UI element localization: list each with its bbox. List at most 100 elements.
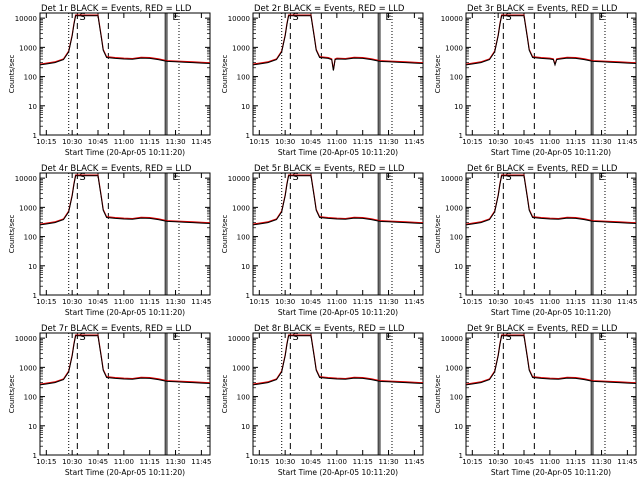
x-tick-label: 11:30 [591, 458, 611, 466]
x-tick-label: 10:15 [462, 298, 482, 306]
x-tick-label: 10:30 [488, 138, 508, 146]
x-tick-label: 11:15 [353, 458, 373, 466]
light-curve-plot: 1 10 100 1000 10000 10:15 10:30 10:45 11:00 11:15… [8, 324, 211, 477]
events-series-line [40, 175, 210, 226]
x-axis-label: Start Time (20-Apr-05 10:11:20) [65, 308, 185, 317]
panel-title: Det 3r BLACK = Events, RED = LLD [467, 4, 618, 14]
y-tick-label: 1 [459, 452, 463, 460]
y-axis-label: Counts/sec [8, 215, 16, 254]
x-tick-label: 10:15 [249, 298, 269, 306]
plot-frame [39, 12, 211, 136]
x-tick-label: 10:30 [275, 138, 295, 146]
detector-panel: 1 10 100 1000 10000 10:15 10:30 10:45 11:00 11:15… [0, 320, 213, 480]
y-tick-label: 10000 [15, 15, 37, 23]
y-tick-label: 1 [33, 292, 37, 300]
x-tick-label: 11:00 [540, 138, 560, 146]
y-axis-label: Counts/sec [221, 215, 229, 254]
interval-marker-label: E [172, 12, 178, 23]
y-tick-label: 10 [241, 423, 250, 431]
y-axis-label: Counts/sec [8, 375, 16, 414]
interval-marker-label: S [292, 172, 298, 183]
interval-marker-label: S [79, 172, 85, 183]
y-axis-label: Counts/sec [8, 55, 16, 94]
x-tick-label: 11:30 [378, 138, 398, 146]
y-tick-label: 10 [241, 263, 250, 271]
x-tick-label: 11:45 [191, 458, 211, 466]
x-tick-label: 11:45 [404, 298, 424, 306]
x-tick-label: 10:45 [301, 458, 321, 466]
x-tick-label: 11:00 [114, 298, 134, 306]
interval-marker-label: S [292, 12, 298, 23]
events-series-line [40, 335, 210, 386]
events-series-line [253, 175, 423, 226]
y-tick-label: 100 [450, 394, 463, 402]
events-series-line [253, 15, 423, 71]
x-axis-label: Start Time (20-Apr-05 10:11:20) [491, 308, 611, 317]
x-tick-label: 11:15 [353, 298, 373, 306]
detector-panel: 1 10 100 1000 10000 10:15 10:30 10:45 11:00 11:15… [426, 320, 639, 480]
detector-panel: 1 10 100 1000 10000 10:15 10:30 10:45 11:00 11:15… [0, 160, 213, 320]
x-tick-label: 11:00 [327, 458, 347, 466]
interval-marker-label: S [79, 12, 85, 23]
x-tick-label: 11:00 [327, 138, 347, 146]
y-tick-label: 100 [237, 74, 250, 82]
y-axis-label: Counts/sec [434, 375, 442, 414]
plot-frame [465, 12, 637, 136]
x-tick-label: 11:00 [540, 458, 560, 466]
detector-panel: 1 10 100 1000 10000 10:15 10:30 10:45 11:00 11:15… [426, 0, 639, 160]
y-tick-label: 100 [24, 394, 37, 402]
x-tick-label: 10:30 [275, 458, 295, 466]
y-tick-label: 1000 [445, 204, 463, 212]
interval-marker-label: E [385, 332, 391, 343]
y-tick-label: 1 [33, 132, 37, 140]
x-tick-label: 11:30 [591, 298, 611, 306]
panel-title: Det 5r BLACK = Events, RED = LLD [254, 164, 405, 174]
x-tick-label: 10:45 [88, 458, 108, 466]
y-tick-label: 1000 [232, 44, 250, 52]
y-tick-label: 10000 [441, 335, 463, 343]
light-curve-plot: 1 10 100 1000 10000 10:15 10:30 10:45 11:00 11:15… [221, 4, 424, 157]
plot-frame [39, 332, 211, 456]
detector-panel: 1 10 100 1000 10000 10:15 10:30 10:45 11:00 11:15… [213, 0, 426, 160]
y-tick-label: 1 [246, 452, 250, 460]
x-axis-label: Start Time (20-Apr-05 10:11:20) [278, 148, 398, 157]
y-tick-label: 100 [450, 74, 463, 82]
x-tick-label: 11:00 [327, 298, 347, 306]
x-tick-label: 11:15 [566, 458, 586, 466]
x-tick-label: 11:15 [566, 298, 586, 306]
x-tick-label: 11:30 [378, 458, 398, 466]
x-tick-label: 11:15 [353, 138, 373, 146]
interval-marker-label: E [172, 172, 178, 183]
x-axis-label: Start Time (20-Apr-05 10:11:20) [491, 148, 611, 157]
y-tick-label: 100 [450, 234, 463, 242]
x-tick-label: 11:30 [165, 458, 185, 466]
x-tick-label: 11:45 [617, 458, 637, 466]
y-tick-label: 10 [454, 423, 463, 431]
interval-marker-label: E [598, 332, 604, 343]
y-tick-label: 1000 [19, 204, 37, 212]
x-tick-label: 11:15 [140, 458, 160, 466]
x-tick-label: 10:15 [36, 138, 56, 146]
x-tick-label: 11:45 [617, 298, 637, 306]
x-tick-label: 10:45 [301, 138, 321, 146]
y-tick-label: 1 [459, 292, 463, 300]
x-tick-label: 10:45 [88, 298, 108, 306]
y-tick-label: 1000 [445, 364, 463, 372]
plot-frame [252, 332, 424, 456]
interval-marker-label: E [598, 12, 604, 23]
light-curve-plot: 1 10 100 1000 10000 10:15 10:30 10:45 11:00 11:15… [8, 164, 211, 317]
y-axis-label: Counts/sec [434, 215, 442, 254]
x-tick-label: 10:30 [488, 458, 508, 466]
y-tick-label: 10000 [15, 175, 37, 183]
panel-title: Det 2r BLACK = Events, RED = LLD [254, 4, 405, 14]
panel-title: Det 7r BLACK = Events, RED = LLD [41, 324, 192, 334]
plot-frame [39, 172, 211, 296]
plot-frame [252, 172, 424, 296]
y-tick-label: 10000 [228, 175, 250, 183]
events-series-line [466, 15, 636, 67]
x-tick-label: 11:30 [591, 138, 611, 146]
y-tick-label: 1 [33, 452, 37, 460]
x-axis-label: Start Time (20-Apr-05 10:11:20) [491, 468, 611, 477]
detector-panel: 1 10 100 1000 10000 10:15 10:30 10:45 11:00 11:15… [426, 160, 639, 320]
